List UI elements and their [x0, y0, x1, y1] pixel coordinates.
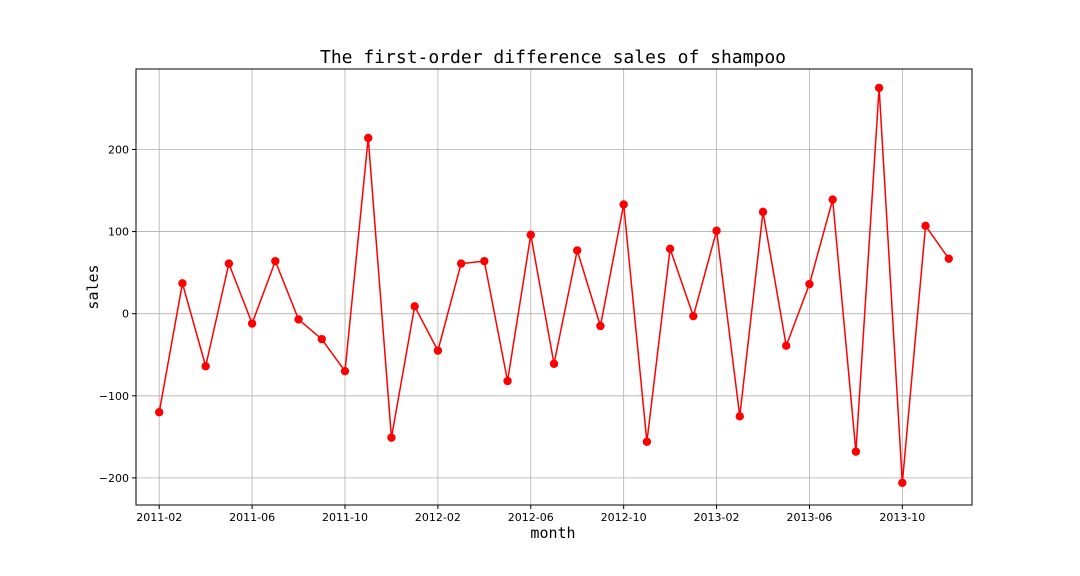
data-point [410, 302, 419, 311]
data-point [247, 319, 257, 328]
data-point [224, 259, 234, 268]
data-point [526, 230, 535, 240]
x-tick-label: 2012-06 [508, 511, 554, 524]
data-point [596, 321, 605, 331]
x-tick-label: 2013-10 [879, 511, 925, 524]
series-line [158, 87, 950, 484]
x-tick-label: 2011-02 [136, 511, 182, 524]
grid-layer [136, 69, 972, 505]
data-point [758, 207, 768, 217]
x-tick-label: 2011-10 [322, 511, 368, 524]
chart-title: The first-order difference sales of sham… [320, 47, 786, 68]
data-point [503, 376, 512, 386]
data-point [294, 315, 303, 324]
data-point [456, 259, 466, 268]
plot-frame [135, 68, 973, 506]
tick-layer: 2011-02 2011-06 2011-10 2012-02 2012-06 2012-… [99, 143, 926, 524]
x-tick-label: 2013-06 [786, 511, 832, 524]
line-layer [158, 87, 950, 484]
data-point [689, 311, 698, 321]
data-point [549, 359, 559, 368]
y-tick-label: 100 [108, 226, 129, 239]
data-point [921, 221, 930, 231]
data-point [433, 346, 443, 355]
data-point [364, 133, 373, 143]
y-tick-label: 0 [122, 308, 129, 321]
data-point [317, 334, 326, 344]
x-tick-label: 2012-02 [415, 511, 461, 524]
x-axis-label: month [530, 524, 575, 542]
x-tick-label: 2011-06 [229, 511, 275, 524]
data-point [828, 195, 837, 204]
data-point [898, 478, 907, 488]
data-point [665, 244, 675, 254]
data-point [387, 433, 396, 442]
y-tick-label: 200 [108, 143, 129, 156]
data-point [271, 256, 280, 266]
data-point [178, 279, 187, 288]
y-axis-label: sales [84, 264, 102, 309]
data-point [573, 246, 582, 255]
data-point [480, 256, 489, 266]
y-tick-label: −100 [99, 390, 129, 403]
data-point [944, 254, 953, 263]
data-point [155, 408, 164, 417]
data-point [201, 362, 210, 371]
data-point [340, 366, 350, 376]
data-point [805, 279, 814, 289]
data-point [874, 83, 884, 93]
x-tick-label: 2012-10 [601, 511, 647, 524]
x-tick-label: 2013-02 [694, 511, 740, 524]
data-point [782, 341, 791, 350]
data-point [619, 200, 628, 209]
y-tick-label: −200 [99, 472, 129, 485]
data-point [851, 447, 861, 456]
data-point [712, 226, 721, 235]
data-point [735, 412, 744, 421]
point-layer [155, 83, 953, 488]
data-point [642, 437, 652, 446]
